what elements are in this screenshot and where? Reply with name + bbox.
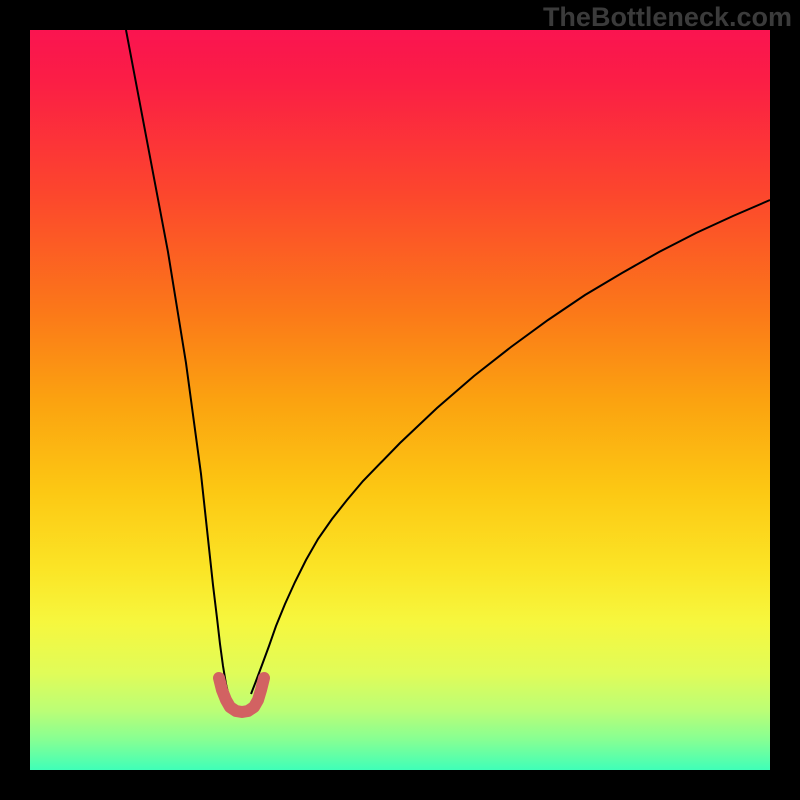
bottom-u-marker [219, 678, 264, 712]
chart-container: TheBottleneck.com [0, 0, 800, 800]
bottleneck-curve-right [251, 200, 770, 694]
bottleneck-curve-left [126, 30, 229, 697]
plot-area [30, 30, 770, 770]
watermark-text: TheBottleneck.com [543, 2, 792, 33]
curve-layer [30, 30, 770, 770]
